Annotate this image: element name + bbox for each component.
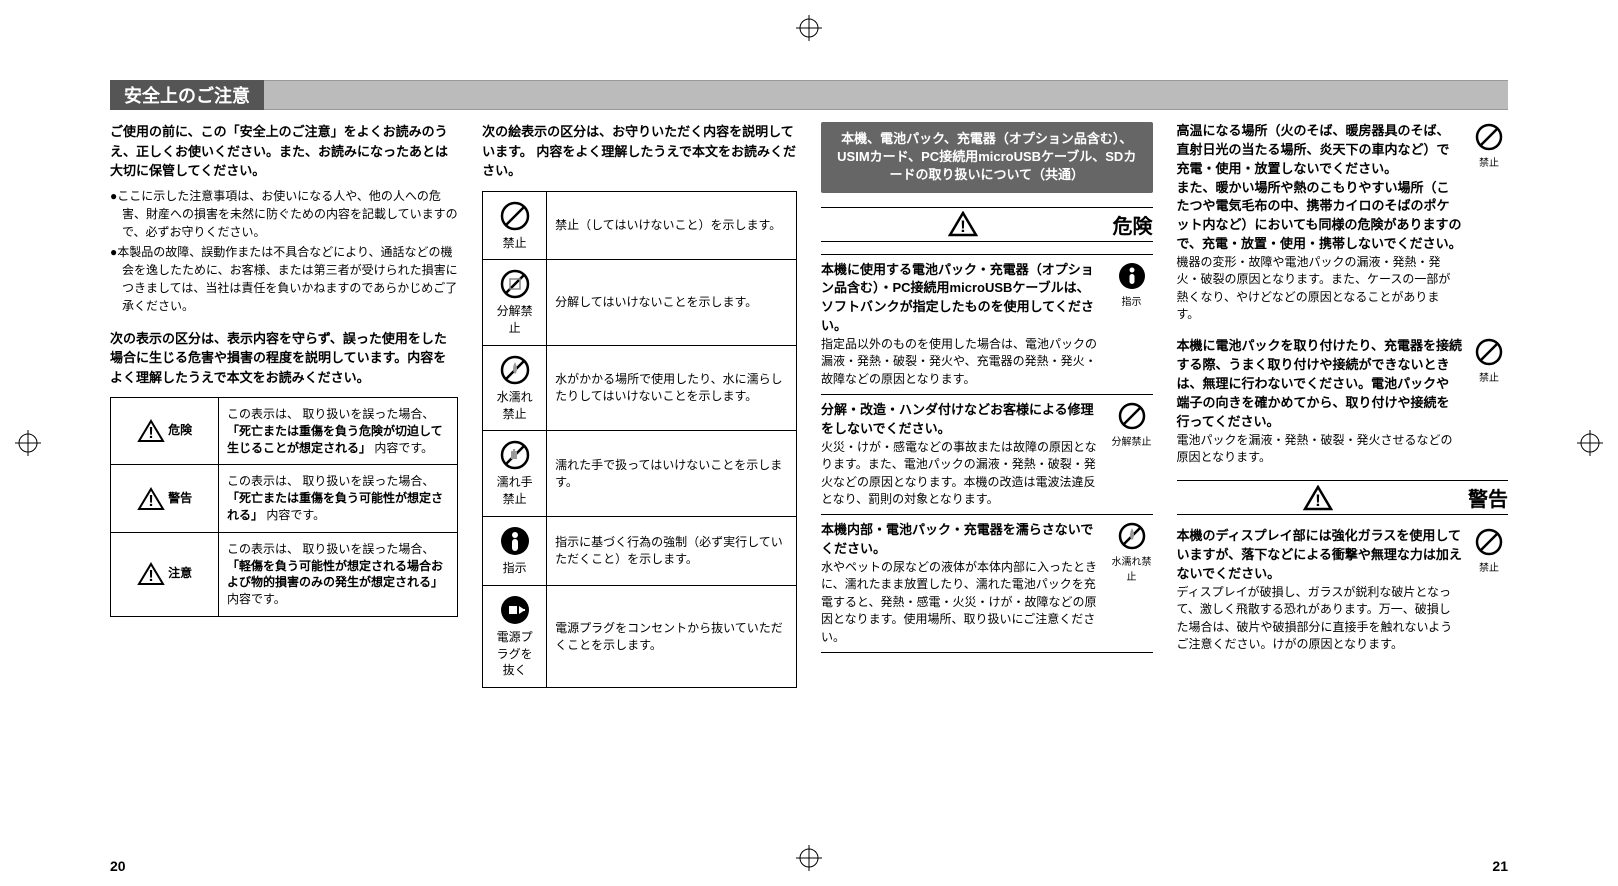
- prohibit-icon: 禁止: [1470, 527, 1508, 653]
- severity-label-caution: ! 注意: [111, 532, 219, 616]
- svg-text:!: !: [1315, 491, 1321, 510]
- crop-mark-right: [1577, 430, 1603, 456]
- unplug-icon: 電源プラグを抜く: [483, 585, 547, 687]
- icon-desc: 分解してはいけないことを示します。: [547, 260, 797, 346]
- svg-text:!: !: [960, 217, 966, 236]
- prohibit-icon: 禁止: [483, 191, 547, 260]
- col3-subheader: 本機、電池パック、充電器（オプション品含む）、USIMカード、PC接続用micr…: [821, 122, 1153, 193]
- no-disassemble-icon: 分解禁止: [1111, 401, 1153, 508]
- svg-text:!: !: [148, 493, 153, 510]
- prohibit-icon: 禁止: [1470, 122, 1508, 323]
- must-do-icon: 指示: [1111, 261, 1153, 389]
- severity-table: ! 危険 この表示は、 取り扱いを誤った場合、 「死亡または重傷を負う危険が切迫…: [110, 397, 458, 617]
- no-disassemble-icon: 分解禁止: [483, 260, 547, 346]
- col1-lead: 次の表示の区分は、表示内容を守らず、誤った使用をした場合に生じる危害や損害の程度…: [110, 329, 458, 388]
- severity-desc: この表示は、 取り扱いを誤った場合、 「死亡または重傷を負う可能性が想定される」…: [219, 465, 458, 532]
- col2-lead: 次の絵表示の区分は、お守りいただく内容を説明しています。 内容をよく理解したうえ…: [482, 122, 797, 181]
- warning-banner: ! 警告: [1177, 480, 1509, 515]
- must-do-icon: 指示: [483, 517, 547, 586]
- column-4: 高温になる場所（火のそば、暖房器具のそば、直射日光の当たる場所、炎天下の車内など…: [1177, 122, 1509, 688]
- severity-desc: この表示は、 取り扱いを誤った場合、 「軽傷を負う可能性が想定される場合および物…: [219, 532, 458, 616]
- icon-legend-table: 禁止 禁止（してはいけないこと）を示します。 分解禁止 分解してはいけないことを…: [482, 191, 797, 689]
- severity-label-danger: ! 危険: [111, 398, 219, 465]
- severity-desc: この表示は、 取り扱いを誤った場合、 「死亡または重傷を負う危険が切迫して生じる…: [219, 398, 458, 465]
- intro-text: ご使用の前に、この「安全上のご注意」をよくお読みのうえ、正しくお使いください。ま…: [110, 122, 458, 181]
- crop-mark-left: [15, 430, 41, 456]
- danger-item: 本機内部・電池パック・充電器を濡らさないでください。 水やペットの尿などの液体が…: [821, 514, 1153, 653]
- icon-desc: 指示に基づく行為の強制（必ず実行していただくこと）を示します。: [547, 517, 797, 586]
- icon-desc: 電源プラグをコンセントから抜いていただくことを示します。: [547, 585, 797, 687]
- svg-text:!: !: [148, 425, 153, 442]
- intro-bullet: ●本製品の故障、誤動作または不具合などにより、通話などの機会を逸したために、お客…: [110, 243, 458, 315]
- page-number-right: 21: [1492, 858, 1508, 874]
- intro-bullet: ●ここに示した注意事項は、お使いになる人や、他の人への危害、財産への損害を未然に…: [110, 187, 458, 241]
- page: 安全上のご注意 ご使用の前に、この「安全上のご注意」をよくお読みのうえ、正しくお…: [110, 80, 1508, 846]
- column-1: ご使用の前に、この「安全上のご注意」をよくお読みのうえ、正しくお使いください。ま…: [110, 122, 458, 688]
- danger-block: 高温になる場所（火のそば、暖房器具のそば、直射日光の当たる場所、炎天下の車内など…: [1177, 122, 1509, 323]
- severity-label-warning: ! 警告: [111, 465, 219, 532]
- no-wet-icon: 水濡れ禁止: [483, 345, 547, 431]
- prohibit-icon: 禁止: [1470, 337, 1508, 466]
- no-wet-icon: 水濡れ禁止: [1111, 521, 1153, 646]
- section-title-bar: 安全上のご注意: [110, 80, 1508, 110]
- column-2: 次の絵表示の区分は、お守りいただく内容を説明しています。 内容をよく理解したうえ…: [482, 122, 797, 688]
- warning-block: 本機のディスプレイ部には強化ガラスを使用していますが、落下などによる衝撃や無理な…: [1177, 527, 1509, 653]
- page-number-left: 20: [110, 858, 126, 874]
- danger-item: 本機に使用する電池パック・充電器（オプション品含む）・PC接続用microUSB…: [821, 254, 1153, 395]
- no-wet-hand-icon: 濡れ手禁止: [483, 431, 547, 517]
- icon-desc: 禁止（してはいけないこと）を示します。: [547, 191, 797, 260]
- danger-item: 分解・改造・ハンダ付けなどお客様による修理をしないでください。 火災・けが・感電…: [821, 394, 1153, 514]
- crop-mark-bottom: [796, 845, 822, 871]
- column-3: 本機、電池パック、充電器（オプション品含む）、USIMカード、PC接続用micr…: [821, 122, 1153, 688]
- section-title: 安全上のご注意: [110, 80, 264, 110]
- svg-text:!: !: [148, 568, 153, 585]
- icon-desc: 濡れた手で扱ってはいけないことを示します。: [547, 431, 797, 517]
- crop-mark-top: [796, 15, 822, 41]
- icon-desc: 水がかかる場所で使用したり、水に濡らしたりしてはいけないことを示します。: [547, 345, 797, 431]
- danger-banner: ! 危険: [821, 207, 1153, 242]
- danger-block: 本機に電池パックを取り付けたり、充電器を接続する際、うまく取り付けや接続ができな…: [1177, 337, 1509, 466]
